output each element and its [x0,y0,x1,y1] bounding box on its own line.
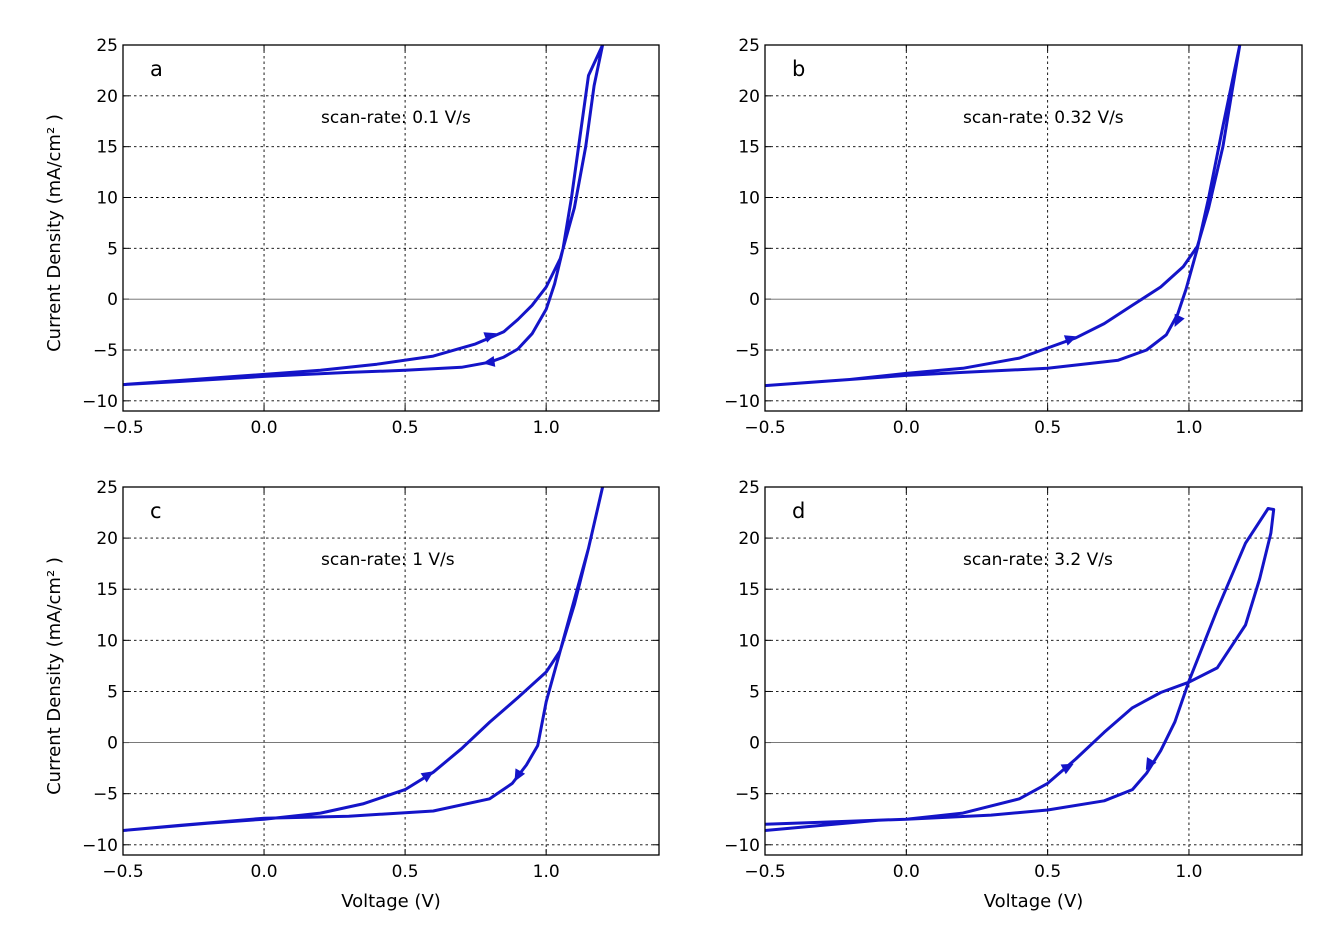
y-tick-label: 5 [749,239,760,259]
y-tick-label: 20 [96,529,118,549]
x-tick-label: −0.5 [102,862,143,882]
y-axis-label: Current Density (mA/cm² ) [44,557,65,795]
y-tick-label: 25 [96,478,118,498]
x-tick-label: 0.5 [392,862,419,882]
y-tick-label: 20 [96,87,118,107]
y-tick-label: 10 [738,631,760,651]
y-tick-label: −10 [724,836,760,856]
y-tick-label: −10 [82,392,118,412]
scan-direction-arrow [1145,757,1157,771]
plot-frame [122,486,660,856]
x-tick-label: 0.0 [893,862,920,882]
y-tick-label: −5 [93,785,118,805]
y-tick-label: 15 [96,138,118,158]
y-tick-label: 15 [738,580,760,600]
y-tick-label: 0 [749,734,760,754]
scan-direction-arrow [1060,763,1074,775]
plot-frame [764,486,1303,856]
x-tick-label: 0.0 [251,418,278,438]
y-tick-label: −5 [735,341,760,361]
x-tick-label: −0.5 [102,418,143,438]
panel-label: a [150,57,163,81]
x-axis-label: Voltage (V) [341,891,441,912]
plot-frame [122,44,660,412]
iv-curve [123,45,605,387]
y-tick-label: 10 [96,189,118,209]
x-tick-label: 0.0 [893,418,920,438]
x-tick-label: 1.0 [533,418,560,438]
plot-frame [764,44,1303,412]
y-axis-label: Current Density (mA/cm² ) [44,114,65,352]
scan-direction-arrow [1063,335,1077,346]
x-tick-label: 0.5 [392,418,419,438]
y-tick-label: 5 [749,682,760,702]
scan-direction-arrow [514,768,526,782]
y-tick-label: 0 [107,734,118,754]
panel-a: −0.5 0.0 0.5 1.0 −10 −5 0 5 10 15 20 25 a scan-rate: … [44,36,660,438]
panel-label: d [792,499,805,523]
x-tick-label: −0.5 [744,418,785,438]
y-tick-label: 5 [107,239,118,259]
panel-label: b [792,57,805,81]
y-tick-label: −10 [82,836,118,856]
panel-label: c [150,499,162,523]
y-tick-label: 15 [738,138,760,158]
y-tick-label: 10 [738,189,760,209]
iv-curve [123,487,605,832]
x-axis-label: Voltage (V) [984,891,1084,912]
x-tick-label: 1.0 [1175,862,1202,882]
y-tick-label: −10 [724,392,760,412]
x-tick-label: 0.0 [251,862,278,882]
y-tick-label: 0 [107,290,118,310]
scan-direction-arrow [420,771,434,783]
y-tick-label: 15 [96,580,118,600]
scan-direction-arrow [483,332,497,343]
y-tick-label: −5 [735,785,760,805]
scan-rate-annotation: scan-rate: 0.1 V/s [321,108,471,128]
y-tick-label: 25 [738,478,760,498]
iv-curve [765,45,1242,388]
x-tick-label: 1.0 [533,862,560,882]
iv-curve [765,507,1276,832]
scan-rate-annotation: scan-rate: 1 V/s [321,550,455,570]
y-tick-label: 25 [738,36,760,56]
scan-rate-annotation: scan-rate: 3.2 V/s [963,550,1113,570]
x-tick-label: −0.5 [744,862,785,882]
x-tick-label: 1.0 [1175,418,1202,438]
y-tick-label: 5 [107,682,118,702]
y-tick-label: 20 [738,87,760,107]
x-tick-label: 0.5 [1034,418,1061,438]
y-tick-label: 0 [749,290,760,310]
scan-rate-annotation: scan-rate: 0.32 V/s [963,108,1124,128]
y-tick-label: 20 [738,529,760,549]
y-tick-label: 10 [96,631,118,651]
panel-d: −0.5 0.0 0.5 1.0 −10 −5 0 5 10 15 20 25 d scan-rate: … [724,478,1303,912]
y-tick-label: 25 [96,36,118,56]
y-tick-label: −5 [93,341,118,361]
x-tick-label: 0.5 [1034,862,1061,882]
panel-c: −0.5 0.0 0.5 1.0 −10 −5 0 5 10 15 20 25 c scan-rate: … [44,478,660,912]
panel-b: −0.5 0.0 0.5 1.0 −10 −5 0 5 10 15 20 25 b scan-rate: … [724,36,1303,438]
scan-direction-arrow [1174,313,1185,327]
scan-direction-arrow [482,356,496,367]
